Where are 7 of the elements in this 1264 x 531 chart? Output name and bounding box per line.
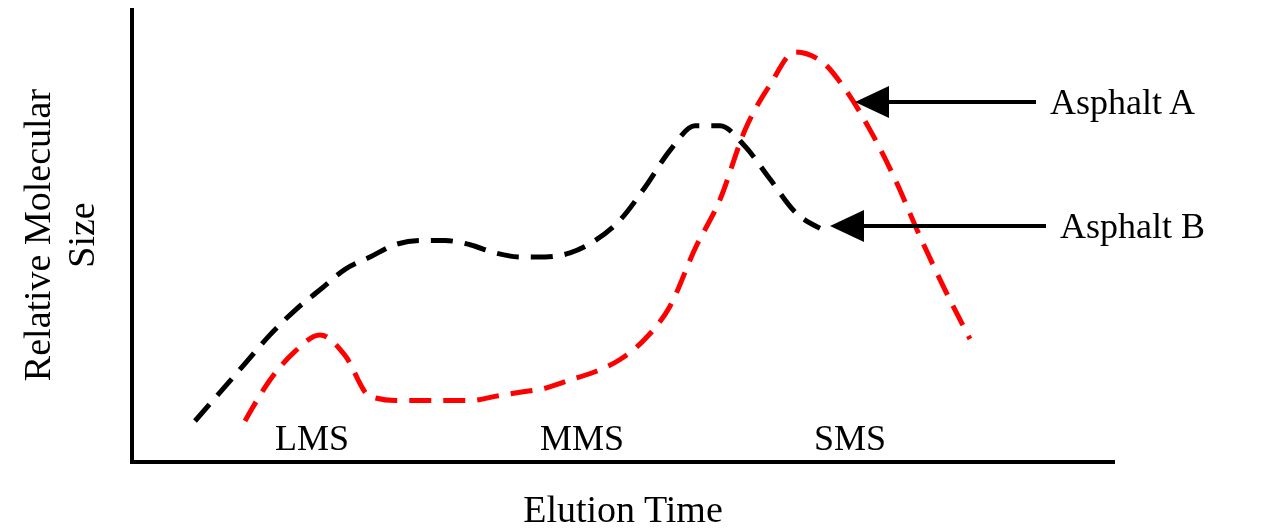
annotation: LMS [274, 418, 350, 458]
annotation: MMS [539, 418, 625, 458]
y-axis-title: Relative Molecular Size [16, 88, 102, 382]
text: Asphalt A [1050, 82, 1196, 122]
text: Asphalt B [1060, 206, 1206, 246]
annotation: SMS [813, 418, 887, 458]
x-axis-title: Elution Time [523, 488, 723, 530]
